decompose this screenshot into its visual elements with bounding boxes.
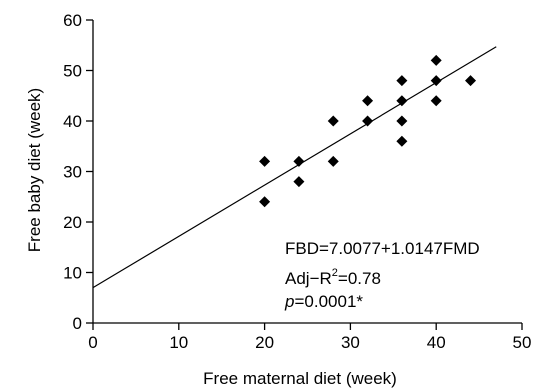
data-point — [396, 115, 408, 127]
data-point — [293, 155, 305, 167]
adj-r2-value: =0.78 — [338, 269, 381, 288]
data-point — [327, 115, 339, 127]
y-tick-label: 60 — [63, 11, 82, 30]
y-tick-label: 50 — [63, 62, 82, 81]
data-point — [396, 135, 408, 147]
adj-r2-annotation: Adj−R2=0.78 — [285, 267, 381, 288]
y-tick-label: 30 — [63, 163, 82, 182]
regression-equation: FBD=7.0077+1.0147FMD — [285, 239, 480, 258]
data-point — [430, 54, 442, 66]
data-point — [259, 155, 271, 167]
data-point — [362, 95, 374, 107]
data-point — [396, 95, 408, 107]
data-point — [396, 75, 408, 87]
data-point — [293, 176, 305, 188]
data-point — [259, 196, 271, 208]
p-value-annotation: p=0.0001* — [284, 292, 363, 311]
y-tick-label: 10 — [63, 264, 82, 283]
y-tick-label: 40 — [63, 112, 82, 131]
adj-r2-prefix: Adj−R — [285, 269, 332, 288]
y-tick-label: 0 — [73, 314, 82, 333]
data-point — [465, 75, 477, 87]
x-tick-label: 50 — [513, 333, 532, 352]
y-tick-label: 20 — [63, 213, 82, 232]
x-tick-label: 0 — [88, 333, 97, 352]
data-point — [430, 95, 442, 107]
data-point — [362, 115, 374, 127]
data-point — [327, 155, 339, 167]
x-axis-label: Free maternal diet (week) — [203, 369, 397, 388]
regression-line — [92, 46, 497, 289]
data-point — [430, 75, 442, 87]
p-symbol: p — [284, 292, 294, 311]
y-ticks: 0 10 20 30 40 50 60 — [63, 11, 93, 333]
x-tick-label: 30 — [341, 333, 360, 352]
x-tick-label: 20 — [255, 333, 274, 352]
x-tick-label: 10 — [169, 333, 188, 352]
y-axis-label: Free baby diet (week) — [25, 88, 44, 252]
p-value: =0.0001* — [294, 292, 363, 311]
x-ticks: 0 10 20 30 40 50 — [88, 323, 531, 352]
x-tick-label: 40 — [427, 333, 446, 352]
data-points — [259, 54, 477, 208]
adj-r2-superscript: 2 — [332, 267, 338, 279]
